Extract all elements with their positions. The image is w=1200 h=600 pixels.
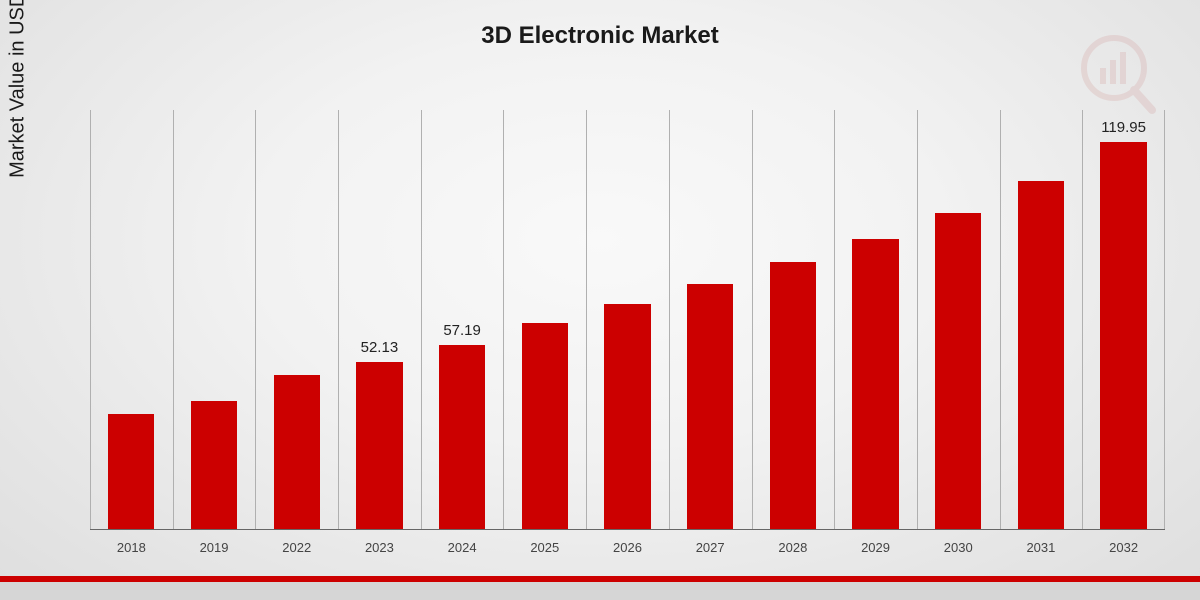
bar-slot bbox=[752, 110, 835, 530]
bar-value-label: 52.13 bbox=[338, 339, 421, 356]
watermark-logo-icon bbox=[1070, 28, 1160, 123]
x-axis: 2018201920222023202420252026202720282029… bbox=[90, 534, 1165, 555]
x-tick-label: 2030 bbox=[917, 534, 1000, 555]
x-tick-label: 2026 bbox=[586, 534, 669, 555]
bar bbox=[687, 284, 733, 530]
bar-value-label: 57.19 bbox=[421, 322, 504, 339]
y-axis-label: Market Value in USD Billion bbox=[7, 0, 30, 178]
footer-bar bbox=[0, 576, 1200, 600]
bar-slot bbox=[586, 110, 669, 530]
bar-slot: 119.95 bbox=[1082, 110, 1165, 530]
bar-slot bbox=[173, 110, 256, 530]
bar-slot bbox=[503, 110, 586, 530]
bar bbox=[191, 401, 237, 530]
bar-value-label: 119.95 bbox=[1082, 119, 1165, 136]
x-tick-label: 2028 bbox=[752, 534, 835, 555]
chart-page: 3D Electronic Market Market Value in USD… bbox=[0, 0, 1200, 600]
bar-slot bbox=[90, 110, 173, 530]
bar-slot bbox=[1000, 110, 1083, 530]
x-tick-label: 2025 bbox=[503, 534, 586, 555]
x-tick-label: 2029 bbox=[834, 534, 917, 555]
bar bbox=[770, 262, 816, 530]
chart-title: 3D Electronic Market bbox=[0, 22, 1200, 50]
bar bbox=[522, 323, 568, 530]
x-tick-label: 2018 bbox=[90, 534, 173, 555]
bar bbox=[356, 362, 402, 530]
bar bbox=[852, 239, 898, 530]
x-tick-label: 2023 bbox=[338, 534, 421, 555]
bar bbox=[935, 213, 981, 530]
bar-slot: 57.19 bbox=[421, 110, 504, 530]
x-tick-label: 2031 bbox=[1000, 534, 1083, 555]
baseline bbox=[90, 529, 1165, 530]
x-tick-label: 2032 bbox=[1082, 534, 1165, 555]
bar bbox=[439, 345, 485, 530]
bar-slot bbox=[669, 110, 752, 530]
footer-grey bbox=[0, 582, 1200, 600]
x-tick-label: 2027 bbox=[669, 534, 752, 555]
bar bbox=[1018, 181, 1064, 530]
bar bbox=[108, 414, 154, 530]
x-tick-label: 2022 bbox=[255, 534, 338, 555]
bar-slot bbox=[834, 110, 917, 530]
bar-series: 52.1357.19 119.95 bbox=[90, 110, 1165, 530]
bar-slot: 52.13 bbox=[338, 110, 421, 530]
bar-slot bbox=[255, 110, 338, 530]
bar bbox=[1100, 142, 1146, 530]
x-tick-label: 2024 bbox=[421, 534, 504, 555]
plot-area: 52.1357.19 119.95 bbox=[90, 110, 1165, 530]
bar bbox=[274, 375, 320, 530]
x-tick-label: 2019 bbox=[173, 534, 256, 555]
bar-slot bbox=[917, 110, 1000, 530]
bar bbox=[604, 304, 650, 530]
